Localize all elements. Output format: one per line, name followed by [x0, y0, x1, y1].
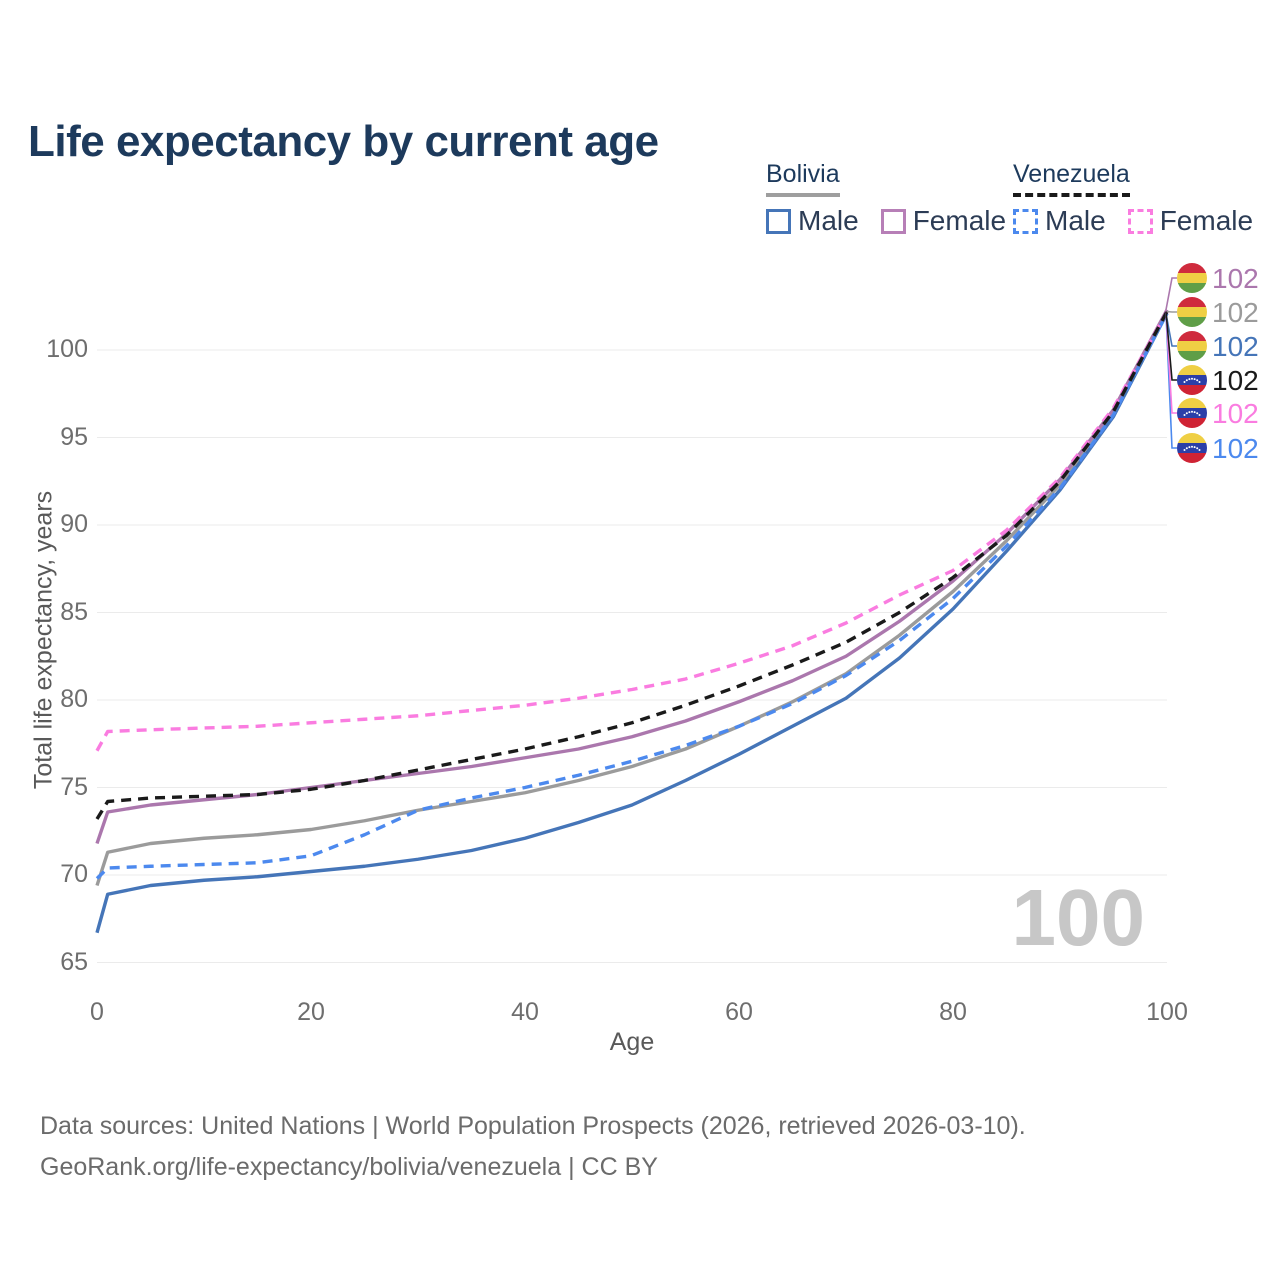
legend-item-venezuela-female[interactable]: Female	[1127, 205, 1254, 237]
series-line-venezuela-total	[95, 310, 1169, 820]
end-value-label: 102	[1212, 365, 1259, 396]
legend-item-venezuela-male[interactable]: Male	[1013, 205, 1106, 237]
bolivia-flag-icon	[1177, 331, 1207, 361]
y-tick-label: 75	[60, 772, 88, 801]
x-tick-label: 20	[297, 998, 325, 1026]
venezuela-male-swatch-icon	[1013, 208, 1038, 234]
end-value-label: 102	[1212, 263, 1259, 294]
y-tick-label: 85	[60, 597, 88, 626]
x-tick-label: 0	[90, 998, 104, 1026]
end-value-label: 102	[1212, 297, 1259, 328]
x-tick-label: 100	[1146, 998, 1188, 1026]
end-value-label: 102	[1212, 398, 1259, 429]
x-tick-label: 60	[725, 998, 753, 1026]
legend-item-bolivia-male[interactable]: Male	[766, 205, 859, 237]
x-axis-title: Age	[609, 1028, 655, 1056]
legend-header-venezuela: Venezuela	[1013, 160, 1130, 197]
legend-group-bolivia: Bolivia Male Female	[766, 160, 1006, 237]
bolivia-female-swatch-icon	[880, 208, 906, 234]
series-line-venezuela-female	[95, 310, 1169, 752]
hovered-age-watermark: 100	[1012, 873, 1145, 962]
series-lines	[95, 308, 1169, 934]
page-title: Life expectancy by current age	[28, 117, 659, 167]
series-line-bolivia-female	[95, 308, 1169, 845]
venezuela-flag-icon	[1177, 365, 1207, 395]
bolivia-flag-icon	[1177, 297, 1207, 327]
x-tick-label: 40	[511, 998, 539, 1026]
y-tick-label: 65	[60, 947, 88, 976]
legend-item-bolivia-female[interactable]: Female	[880, 205, 1007, 237]
series-line-bolivia-total	[95, 310, 1169, 887]
legend-header-bolivia: Bolivia	[766, 160, 840, 197]
venezuela-flag-icon	[1177, 433, 1207, 463]
y-tick-label: 95	[60, 422, 88, 451]
legend-label: Female	[1159, 205, 1254, 236]
y-tick-label: 90	[60, 510, 88, 538]
legend-label: Female	[912, 205, 1007, 236]
series-line-bolivia-male	[95, 312, 1169, 934]
gridlines	[97, 349, 1167, 963]
data-sources-line: Data sources: United Nations | World Pop…	[40, 1112, 1026, 1140]
venezuela-flag-icon	[1177, 398, 1207, 428]
end-value-label: 102	[1212, 331, 1259, 362]
end-label-connectors	[1165, 277, 1177, 449]
y-tick-label: 100	[46, 335, 88, 363]
legend-items-bolivia: Male Female	[766, 205, 1006, 237]
legend-label: Male	[1045, 205, 1106, 236]
source-footer: Data sources: United Nations | World Pop…	[40, 1106, 1026, 1188]
end-value-label: 102	[1212, 433, 1259, 464]
legend-group-venezuela: Venezuela Male Female	[1013, 160, 1253, 237]
legend-label: Male	[798, 205, 859, 236]
bolivia-male-swatch-icon	[766, 208, 791, 234]
series-line-venezuela-male	[95, 312, 1169, 880]
y-tick-label: 80	[60, 685, 88, 713]
x-tick-label: 80	[939, 998, 967, 1026]
venezuela-female-swatch-icon	[1127, 208, 1153, 234]
legend-items-venezuela: Male Female	[1013, 205, 1253, 237]
y-tick-label: 70	[60, 860, 88, 888]
attribution-line: GeoRank.org/life-expectancy/bolivia/vene…	[40, 1153, 658, 1181]
bolivia-flag-icon	[1177, 263, 1207, 293]
